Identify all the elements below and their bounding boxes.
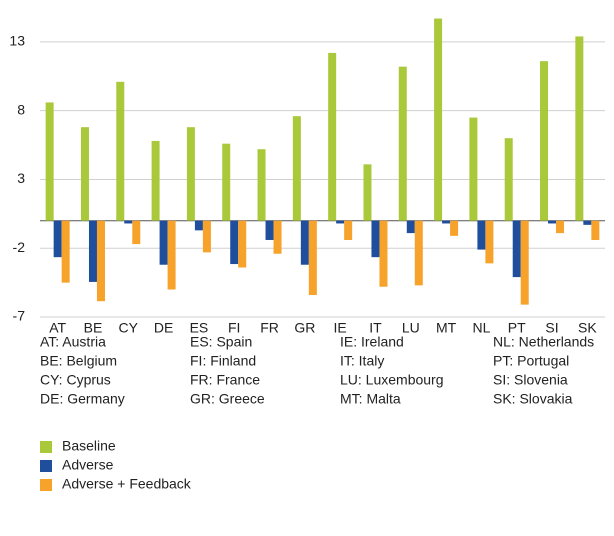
legend-label: Baseline xyxy=(62,438,116,454)
x-tick-label: NL xyxy=(472,320,490,336)
bar xyxy=(379,220,388,287)
bar xyxy=(273,220,282,254)
bar xyxy=(194,220,203,231)
bar xyxy=(336,220,345,224)
bar xyxy=(434,18,443,221)
y-tick-label: 3 xyxy=(17,170,25,186)
country-note: SI: Slovenia xyxy=(493,372,568,388)
bar xyxy=(151,140,160,221)
bar xyxy=(80,127,89,221)
bar xyxy=(442,220,451,224)
x-tick-label: DE xyxy=(154,320,173,336)
country-note: BE: Belgium xyxy=(40,353,117,369)
bar xyxy=(257,149,266,221)
bar xyxy=(469,117,478,221)
bar xyxy=(88,220,97,282)
bar xyxy=(124,220,133,224)
x-tick-label: BE xyxy=(84,320,103,336)
country-note: MT: Malta xyxy=(340,391,401,407)
bar xyxy=(520,220,529,305)
legend-swatch xyxy=(40,441,52,453)
bar xyxy=(159,220,168,265)
bar xyxy=(548,220,557,224)
country-note: ES: Spain xyxy=(190,334,252,350)
bar xyxy=(186,127,195,221)
bar xyxy=(371,220,380,258)
bar xyxy=(504,138,513,221)
bar xyxy=(540,61,549,221)
x-tick-label: SI xyxy=(545,320,558,336)
bar xyxy=(292,116,301,221)
country-note: DE: Germany xyxy=(40,391,125,407)
bar xyxy=(583,220,592,225)
bar xyxy=(344,220,353,240)
legend-swatch xyxy=(40,479,52,491)
y-tick-label: -2 xyxy=(13,239,26,255)
bar xyxy=(512,220,521,278)
bar xyxy=(230,220,239,265)
x-tick-label: CY xyxy=(119,320,139,336)
bar xyxy=(45,102,54,221)
bar xyxy=(53,220,62,258)
y-tick-label: 8 xyxy=(17,101,25,117)
legend-label: Adverse xyxy=(62,457,114,473)
bar xyxy=(363,164,372,221)
x-tick-label: PT xyxy=(508,320,526,336)
x-tick-label: IT xyxy=(369,320,382,336)
bar xyxy=(556,220,565,234)
bar xyxy=(167,220,176,290)
bar xyxy=(591,220,600,240)
bar xyxy=(116,81,125,221)
bar xyxy=(222,143,231,221)
bar xyxy=(398,66,407,221)
country-note: LU: Luxembourg xyxy=(340,372,444,388)
bar xyxy=(265,220,274,240)
x-tick-label: MT xyxy=(436,320,457,336)
country-note: SK: Slovakia xyxy=(493,391,573,407)
bar xyxy=(61,220,70,283)
bar xyxy=(202,220,211,253)
bar xyxy=(238,220,247,268)
country-note: FI: Finland xyxy=(190,353,256,369)
bar xyxy=(308,220,317,295)
y-tick-label: -7 xyxy=(13,308,26,324)
country-note: PT: Portugal xyxy=(493,353,569,369)
bar xyxy=(406,220,415,234)
y-tick-label: 13 xyxy=(9,33,25,49)
country-note: IT: Italy xyxy=(340,353,384,369)
legend-swatch xyxy=(40,460,52,472)
bar xyxy=(414,220,423,286)
country-note: FR: France xyxy=(190,372,260,388)
bar xyxy=(132,220,141,245)
country-note: CY: Cyprus xyxy=(40,372,111,388)
bar xyxy=(575,36,584,221)
country-note: IE: Ireland xyxy=(340,334,404,350)
country-note: NL: Netherlands xyxy=(493,334,594,350)
x-tick-label: ES xyxy=(190,320,209,336)
country-note: AT: Austria xyxy=(40,334,106,350)
bar xyxy=(477,220,486,250)
x-tick-label: GR xyxy=(294,320,315,336)
x-tick-label: IE xyxy=(334,320,347,336)
bar xyxy=(96,220,105,302)
x-tick-label: FR xyxy=(260,320,279,336)
x-tick-label: LU xyxy=(402,320,420,336)
x-tick-label: FI xyxy=(228,320,240,336)
bar xyxy=(485,220,494,264)
x-tick-label: SK xyxy=(578,320,597,336)
x-tick-label: AT xyxy=(49,320,66,336)
bar xyxy=(300,220,309,265)
country-note: GR: Greece xyxy=(190,391,265,407)
bar xyxy=(328,52,337,221)
legend-label: Adverse + Feedback xyxy=(62,476,192,492)
bar xyxy=(450,220,459,236)
